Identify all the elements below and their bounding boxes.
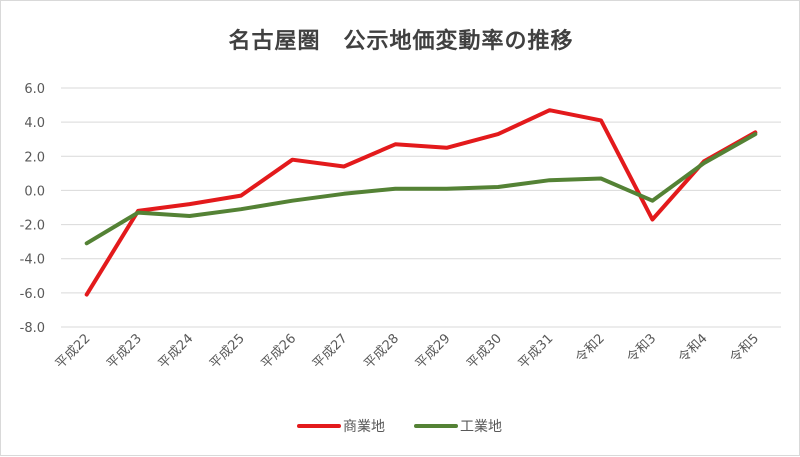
x-tick-label: 平成28: [361, 331, 402, 372]
x-tick-label: 平成24: [156, 331, 197, 372]
grid-layer: [61, 87, 781, 328]
series-line-1: [84, 108, 758, 297]
data-point: [290, 158, 294, 162]
data-point: [239, 207, 243, 211]
legend-label: 工業地: [460, 419, 502, 435]
x-tick-label: 平成23: [104, 331, 145, 372]
x-tick-label: 令和2: [573, 331, 608, 366]
data-point: [702, 161, 706, 165]
legend: 商業地 工業地: [297, 419, 502, 435]
x-tick-label: 平成30: [464, 331, 505, 372]
y-tick-label: -4.0: [20, 253, 45, 268]
x-tick-label: 令和3: [624, 331, 659, 366]
series-layer: [84, 108, 758, 297]
data-point: [393, 142, 397, 146]
data-point: [650, 217, 654, 221]
y-tick-label: 6.0: [24, 82, 45, 97]
data-point: [548, 108, 552, 112]
data-point: [188, 214, 192, 218]
data-point: [650, 199, 654, 203]
data-point: [599, 176, 603, 180]
data-point: [188, 202, 192, 206]
data-point: [445, 146, 449, 150]
data-point: [239, 194, 243, 198]
data-point: [496, 185, 500, 189]
x-tick-label: 令和4: [676, 331, 711, 366]
data-point: [136, 211, 140, 215]
x-tick-label: 平成29: [413, 331, 454, 372]
data-point: [753, 132, 757, 136]
data-point: [599, 118, 603, 122]
x-tick-label: 平成25: [207, 331, 248, 372]
series-line-2: [84, 132, 758, 246]
chart-title: 名古屋圏 公示地価変動率の推移: [228, 29, 574, 54]
legend-label: 商業地: [343, 419, 385, 435]
y-tick-label: 0.0: [24, 184, 45, 199]
x-tick-label: 令和5: [727, 331, 762, 366]
x-axis-ticks: 平成22 平成23 平成24 平成25 平成26 平成27 平成28 平成29 平成30 平成31…: [53, 331, 762, 372]
data-point: [445, 187, 449, 191]
data-point: [548, 178, 552, 182]
x-tick-label: 平成31: [516, 331, 557, 372]
x-tick-label: 平成27: [310, 331, 351, 372]
y-tick-label: 4.0: [24, 116, 45, 131]
y-tick-label: -6.0: [20, 287, 45, 302]
y-axis-ticks: 6.0 4.0 2.0 0.0 -2.0 -4.0 -6.0 -8.0: [20, 82, 45, 336]
data-point: [85, 293, 89, 297]
data-point: [496, 132, 500, 136]
data-point: [342, 192, 346, 196]
x-tick-label: 平成22: [53, 331, 94, 372]
data-point: [393, 187, 397, 191]
y-tick-label: -2.0: [20, 219, 45, 234]
data-point: [342, 165, 346, 169]
x-tick-label: 平成26: [259, 331, 300, 372]
data-point: [85, 241, 89, 245]
data-point: [290, 199, 294, 203]
y-tick-label: -8.0: [20, 321, 45, 336]
y-tick-label: 2.0: [24, 150, 45, 165]
